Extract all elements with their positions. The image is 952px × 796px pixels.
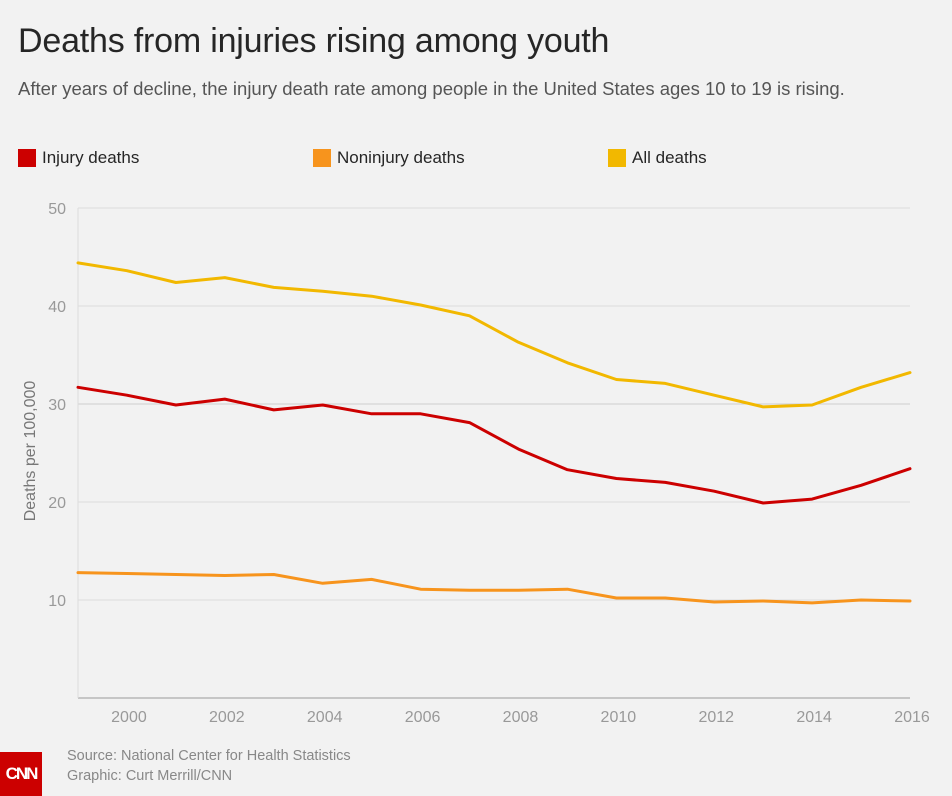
- series-line-noninjury-deaths: [76, 571, 912, 605]
- y-tick-label-50: 50: [48, 201, 66, 218]
- y-tick-label-30: 30: [48, 397, 66, 414]
- x-tick-label-2014: 2014: [796, 709, 832, 726]
- legend-label-injury-deaths: Injury deaths: [42, 148, 140, 167]
- y-tick-label-40: 40: [48, 299, 66, 316]
- chart-subtitle: After years of decline, the injury death…: [18, 78, 845, 99]
- cnn-logo-text: CNN: [5, 764, 39, 783]
- x-tick-label-2002: 2002: [209, 709, 245, 726]
- graphic-credit: Graphic: Curt Merrill/CNN: [67, 768, 233, 784]
- x-tick-label-2004: 2004: [307, 709, 343, 726]
- x-tick-label-2010: 2010: [601, 709, 637, 726]
- y-tick-label-20: 20: [48, 495, 66, 512]
- x-tick-label-2012: 2012: [698, 709, 734, 726]
- x-tick-label-2000: 2000: [111, 709, 147, 726]
- legend-item-all-deaths: All deaths: [608, 148, 707, 168]
- source-credit: Source: National Center for Health Stati…: [67, 748, 351, 764]
- legend-item-noninjury-deaths: Noninjury deaths: [313, 148, 465, 168]
- series-line-injury-deaths: [76, 385, 912, 505]
- y-tick-label-10: 10: [48, 593, 66, 610]
- chart-title: Deaths from injuries rising among youth: [18, 22, 610, 60]
- legend-item-injury-deaths: Injury deaths: [18, 148, 139, 168]
- legend-swatch-noninjury-deaths: [313, 149, 331, 167]
- x-tick-label-2006: 2006: [405, 709, 441, 726]
- legend-swatch-all-deaths: [608, 149, 626, 167]
- y-axis-label: Deaths per 100,000: [22, 381, 39, 522]
- legend-label-noninjury-deaths: Noninjury deaths: [337, 148, 465, 167]
- x-tick-label-2008: 2008: [503, 709, 539, 726]
- series-line-all-deaths: [76, 261, 912, 409]
- x-tick-label-2016: 2016: [894, 709, 930, 726]
- legend-swatch-injury-deaths: [18, 149, 36, 167]
- legend-label-all-deaths: All deaths: [632, 148, 707, 167]
- cnn-logo: CNN: [0, 752, 42, 796]
